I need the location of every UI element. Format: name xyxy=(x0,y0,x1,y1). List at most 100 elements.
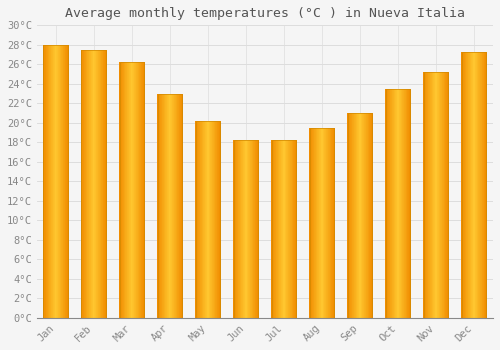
Bar xyxy=(288,140,289,318)
Bar xyxy=(132,62,133,318)
Bar xyxy=(169,93,170,318)
Bar xyxy=(82,50,83,318)
Bar xyxy=(180,93,182,318)
Bar xyxy=(87,50,88,318)
Bar xyxy=(200,121,201,318)
Bar xyxy=(328,128,329,318)
Bar xyxy=(158,93,182,318)
Bar xyxy=(443,72,444,318)
Bar xyxy=(99,50,100,318)
Bar xyxy=(246,140,247,318)
Bar xyxy=(66,45,68,318)
Bar xyxy=(480,51,481,318)
Bar xyxy=(178,93,179,318)
Bar xyxy=(215,121,216,318)
Bar xyxy=(424,72,448,318)
Bar xyxy=(196,121,197,318)
Bar xyxy=(394,89,395,318)
Bar xyxy=(280,140,281,318)
Bar xyxy=(242,140,243,318)
Bar xyxy=(282,140,284,318)
Bar xyxy=(120,62,144,318)
Bar xyxy=(393,89,394,318)
Bar xyxy=(241,140,242,318)
Bar xyxy=(64,45,66,318)
Bar xyxy=(239,140,240,318)
Bar xyxy=(48,45,49,318)
Bar xyxy=(331,128,332,318)
Bar xyxy=(353,113,354,318)
Bar xyxy=(174,93,175,318)
Bar xyxy=(93,50,94,318)
Bar xyxy=(123,62,124,318)
Bar xyxy=(366,113,367,318)
Bar xyxy=(406,89,407,318)
Bar xyxy=(468,51,469,318)
Bar xyxy=(126,62,127,318)
Bar xyxy=(329,128,330,318)
Bar xyxy=(97,50,98,318)
Bar xyxy=(138,62,139,318)
Bar xyxy=(290,140,291,318)
Bar xyxy=(386,89,388,318)
Bar xyxy=(238,140,239,318)
Bar xyxy=(50,45,51,318)
Bar xyxy=(85,50,86,318)
Bar xyxy=(428,72,429,318)
Bar xyxy=(275,140,276,318)
Bar xyxy=(317,128,318,318)
Bar xyxy=(140,62,141,318)
Bar xyxy=(104,50,106,318)
Bar xyxy=(251,140,252,318)
Bar xyxy=(310,128,334,318)
Bar xyxy=(470,51,471,318)
Bar xyxy=(364,113,365,318)
Bar xyxy=(171,93,172,318)
Bar xyxy=(173,93,174,318)
Bar xyxy=(431,72,432,318)
Bar xyxy=(161,93,162,318)
Bar xyxy=(462,51,486,318)
Bar xyxy=(218,121,220,318)
Bar xyxy=(122,62,123,318)
Bar xyxy=(292,140,293,318)
Bar xyxy=(56,45,57,318)
Bar xyxy=(404,89,405,318)
Bar xyxy=(214,121,215,318)
Bar xyxy=(471,51,472,318)
Bar xyxy=(127,62,128,318)
Bar xyxy=(314,128,315,318)
Bar xyxy=(463,51,464,318)
Bar xyxy=(143,62,144,318)
Bar xyxy=(433,72,434,318)
Bar xyxy=(440,72,441,318)
Bar xyxy=(396,89,398,318)
Bar xyxy=(441,72,442,318)
Bar xyxy=(429,72,430,318)
Bar xyxy=(391,89,392,318)
Bar xyxy=(354,113,355,318)
Bar xyxy=(58,45,59,318)
Bar xyxy=(83,50,84,318)
Bar xyxy=(233,140,234,318)
Bar xyxy=(369,113,370,318)
Bar xyxy=(464,51,465,318)
Bar xyxy=(49,45,50,318)
Bar xyxy=(395,89,396,318)
Bar xyxy=(425,72,426,318)
Bar xyxy=(407,89,408,318)
Bar xyxy=(134,62,135,318)
Bar xyxy=(47,45,48,318)
Bar xyxy=(291,140,292,318)
Bar xyxy=(46,45,47,318)
Bar xyxy=(286,140,287,318)
Bar xyxy=(355,113,356,318)
Bar xyxy=(250,140,251,318)
Bar xyxy=(90,50,92,318)
Bar xyxy=(272,140,273,318)
Bar xyxy=(326,128,327,318)
Bar xyxy=(86,50,87,318)
Bar xyxy=(478,51,479,318)
Bar xyxy=(485,51,486,318)
Bar xyxy=(135,62,136,318)
